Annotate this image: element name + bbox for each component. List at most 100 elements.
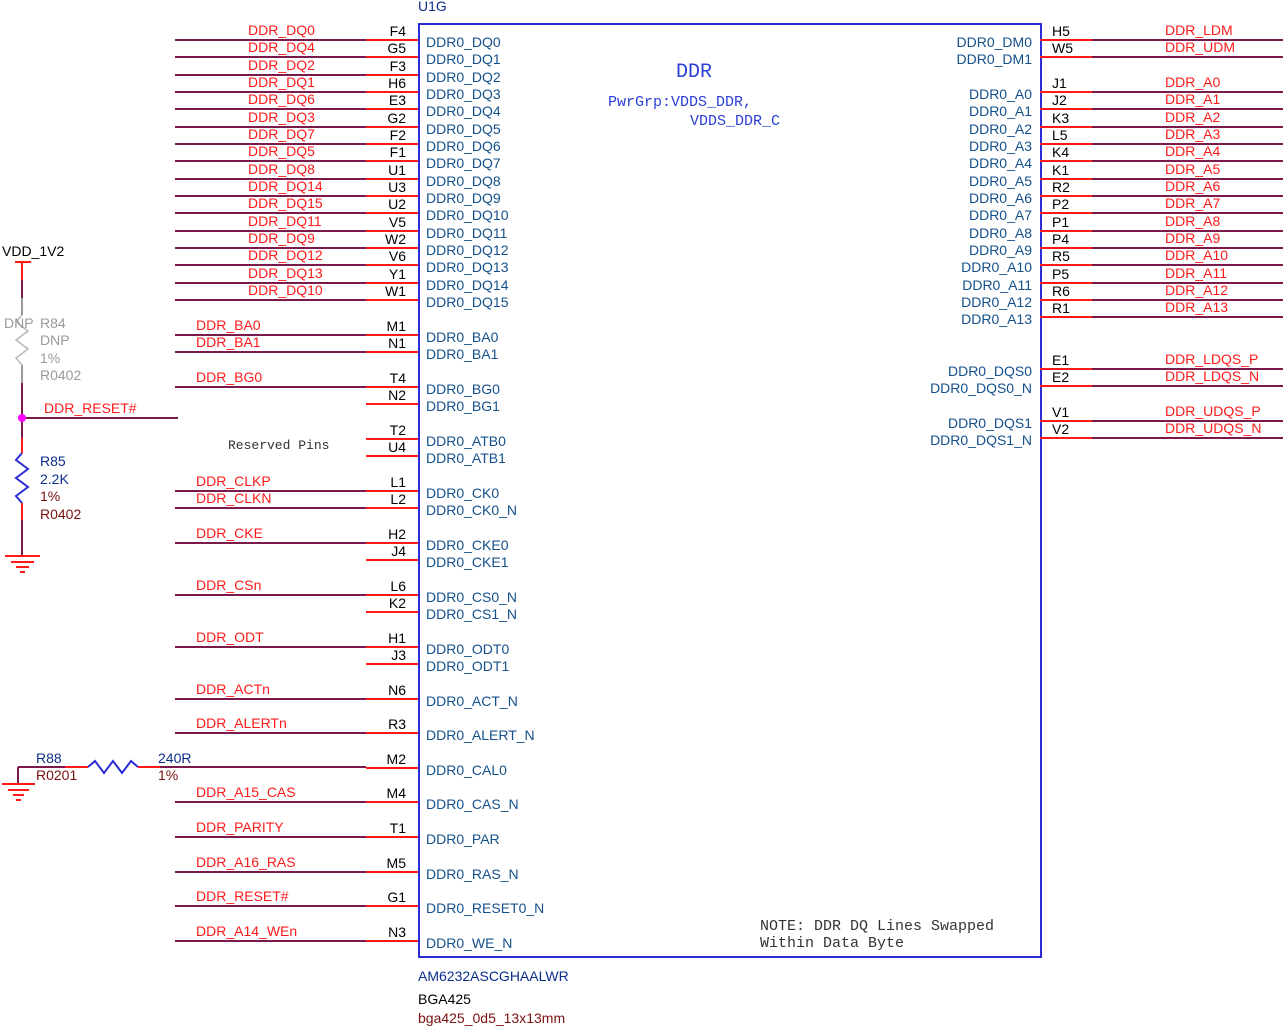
net-wire[interactable] — [1092, 91, 1283, 93]
net-wire[interactable] — [175, 39, 366, 41]
pin-stub[interactable] — [366, 108, 418, 110]
net-wire[interactable] — [175, 108, 366, 110]
pin-stub[interactable] — [366, 178, 418, 180]
pin-stub[interactable] — [366, 299, 418, 301]
pin-stub[interactable] — [366, 230, 418, 232]
pin-stub[interactable] — [1040, 316, 1092, 318]
pin-stub[interactable] — [366, 940, 418, 942]
r85-refdes[interactable]: R85 — [40, 453, 66, 469]
net-wire[interactable] — [175, 490, 366, 492]
pin-stub[interactable] — [1040, 108, 1092, 110]
net-wire[interactable] — [175, 507, 366, 509]
net-wire[interactable] — [175, 905, 366, 907]
pin-stub[interactable] — [366, 559, 418, 561]
net-wire[interactable] — [1092, 212, 1283, 214]
pin-stub[interactable] — [366, 905, 418, 907]
net-wire[interactable] — [1092, 368, 1283, 370]
net-wire[interactable] — [175, 178, 366, 180]
net-wire[interactable] — [1092, 385, 1283, 387]
pin-stub[interactable] — [1040, 247, 1092, 249]
pin-stub[interactable] — [366, 126, 418, 128]
net-wire[interactable] — [1092, 437, 1283, 439]
net-wire[interactable] — [175, 836, 366, 838]
pin-stub[interactable] — [1040, 178, 1092, 180]
pin-stub[interactable] — [366, 542, 418, 544]
net-wire[interactable] — [175, 212, 366, 214]
pin-stub[interactable] — [366, 594, 418, 596]
pin-stub[interactable] — [366, 663, 418, 665]
pin-stub[interactable] — [366, 386, 418, 388]
pin-stub[interactable] — [366, 490, 418, 492]
net-wire[interactable] — [175, 282, 366, 284]
pin-stub[interactable] — [1040, 282, 1092, 284]
pin-stub[interactable] — [366, 282, 418, 284]
pin-stub[interactable] — [366, 264, 418, 266]
pin-stub[interactable] — [1040, 39, 1092, 41]
pin-stub[interactable] — [1040, 264, 1092, 266]
ic-symbol-body[interactable] — [418, 23, 1042, 958]
pin-stub[interactable] — [366, 403, 418, 405]
net-wire[interactable] — [1092, 108, 1283, 110]
pin-stub[interactable] — [1040, 299, 1092, 301]
pin-stub[interactable] — [1040, 368, 1092, 370]
net-wire[interactable] — [1092, 160, 1283, 162]
net-wire[interactable] — [175, 160, 366, 162]
pin-stub[interactable] — [366, 334, 418, 336]
net-wire[interactable] — [1092, 178, 1283, 180]
pin-stub[interactable] — [366, 698, 418, 700]
pin-stub[interactable] — [366, 836, 418, 838]
net-wire[interactable] — [175, 74, 366, 76]
net-wire[interactable] — [1092, 264, 1283, 266]
pin-stub[interactable] — [366, 74, 418, 76]
net-wire[interactable] — [175, 351, 366, 353]
net-wire[interactable] — [175, 940, 366, 942]
net-wire[interactable] — [175, 542, 366, 544]
net-wire[interactable] — [175, 56, 366, 58]
net-wire[interactable] — [1092, 143, 1283, 145]
pin-stub[interactable] — [366, 507, 418, 509]
pin-stub[interactable] — [366, 611, 418, 613]
pin-stub[interactable] — [1040, 420, 1092, 422]
net-wire[interactable] — [175, 594, 366, 596]
net-wire[interactable] — [1092, 126, 1283, 128]
pin-stub[interactable] — [366, 767, 418, 769]
net-wire[interactable] — [1092, 316, 1283, 318]
net-wire[interactable] — [175, 871, 366, 873]
net-wire[interactable] — [175, 143, 366, 145]
pin-stub[interactable] — [1040, 160, 1092, 162]
pin-stub[interactable] — [366, 351, 418, 353]
pin-stub[interactable] — [366, 438, 418, 440]
r84-refdes[interactable]: R84 — [40, 315, 66, 331]
pin-stub[interactable] — [1040, 212, 1092, 214]
pin-stub[interactable] — [366, 212, 418, 214]
pin-stub[interactable] — [1040, 385, 1092, 387]
net-wire[interactable] — [175, 230, 366, 232]
net-wire[interactable] — [175, 264, 366, 266]
net-wire[interactable] — [175, 646, 366, 648]
net-wire[interactable] — [1092, 299, 1283, 301]
net-wire[interactable] — [1092, 39, 1283, 41]
net-wire[interactable] — [1092, 56, 1283, 58]
net-wire[interactable] — [175, 698, 366, 700]
pin-stub[interactable] — [366, 56, 418, 58]
pin-stub[interactable] — [366, 195, 418, 197]
pin-stub[interactable] — [366, 871, 418, 873]
net-wire[interactable] — [175, 334, 366, 336]
pin-stub[interactable] — [366, 39, 418, 41]
pin-stub[interactable] — [1040, 230, 1092, 232]
net-wire[interactable] — [1092, 230, 1283, 232]
net-wire[interactable] — [175, 732, 366, 734]
net-wire[interactable] — [1092, 420, 1283, 422]
net-wire[interactable] — [175, 126, 366, 128]
pin-stub[interactable] — [366, 455, 418, 457]
pin-stub[interactable] — [366, 91, 418, 93]
pin-stub[interactable] — [1040, 56, 1092, 58]
net-wire[interactable] — [1092, 247, 1283, 249]
pin-stub[interactable] — [1040, 143, 1092, 145]
net-wire[interactable] — [1092, 195, 1283, 197]
pin-stub[interactable] — [1040, 437, 1092, 439]
pin-stub[interactable] — [366, 801, 418, 803]
net-wire[interactable] — [175, 801, 366, 803]
pin-stub[interactable] — [366, 160, 418, 162]
pin-stub[interactable] — [366, 247, 418, 249]
